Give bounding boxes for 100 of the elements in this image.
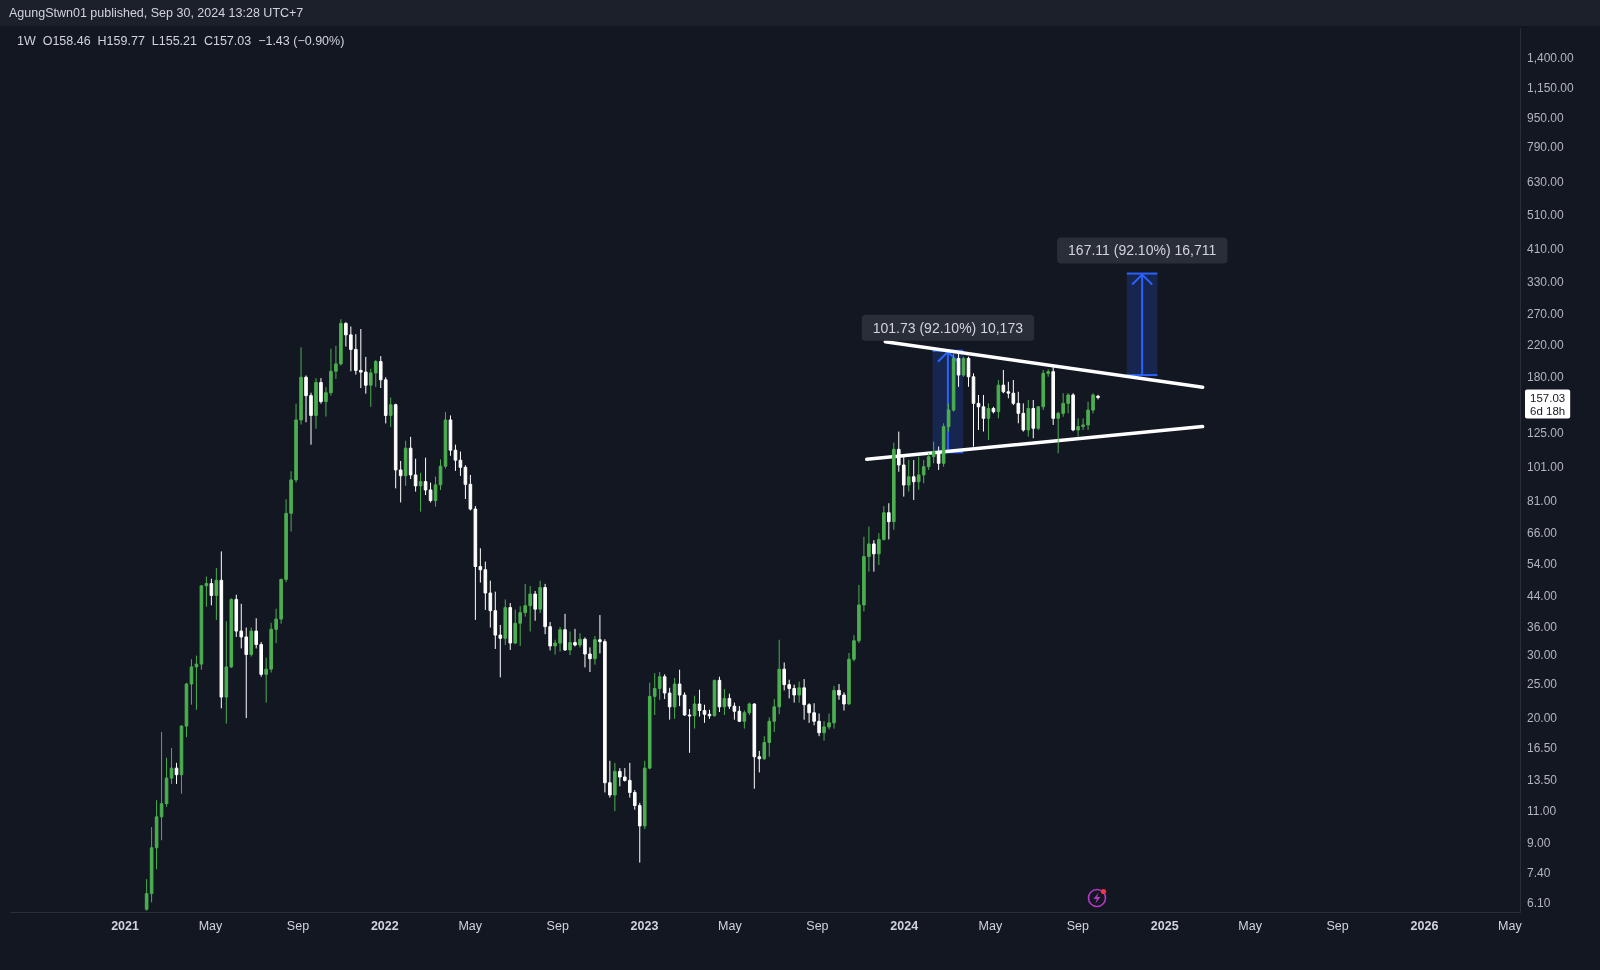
candlestick [702, 704, 707, 724]
candlestick [722, 688, 727, 716]
candlestick [319, 377, 323, 405]
candlestick [1031, 399, 1036, 439]
y-tick-label: 30.00 [1527, 648, 1558, 663]
candlestick [986, 402, 991, 441]
y-tick-label: 20.00 [1527, 711, 1558, 726]
x-tick-label: May [1238, 918, 1263, 933]
y-tick-label: 36.00 [1527, 620, 1558, 635]
candlestick [1026, 399, 1031, 438]
y-tick-label: 220.00 [1527, 338, 1565, 353]
candlestick [593, 635, 597, 666]
candlestick [219, 550, 224, 709]
y-tick-label: 16.50 [1527, 741, 1558, 756]
x-tick-label: Sep [1326, 918, 1349, 933]
y-tick-label: 7.40 [1527, 866, 1551, 881]
candlestick [966, 356, 971, 388]
candlestick [249, 627, 254, 658]
y-tick-label: 330.00 [1527, 275, 1565, 290]
candlestick [672, 677, 677, 720]
y-tick-label: 101.00 [1527, 459, 1565, 474]
candlestick [697, 689, 702, 718]
y-tick-label: 125.00 [1527, 426, 1565, 441]
y-tick-label: 9.00 [1527, 835, 1551, 850]
candlestick [179, 724, 184, 795]
candlestick [1001, 369, 1006, 394]
candlestick [418, 472, 423, 513]
y-tick-label: 180.00 [1527, 369, 1565, 384]
candlestick [513, 609, 518, 645]
candlestick [578, 632, 582, 648]
candlestick [981, 394, 986, 433]
y-tick-label: 66.00 [1527, 525, 1558, 540]
data-label: 101.73 (92.10%) 10,173 [872, 319, 1024, 336]
x-tick-label: 2025 [1150, 918, 1179, 933]
candlestick [1096, 394, 1100, 400]
candlestick [1071, 392, 1075, 432]
candlestick [797, 681, 801, 704]
x-tick-label: Sep [1066, 918, 1090, 933]
x-tick-label: 2023 [630, 918, 659, 933]
x-tick-label: May [198, 918, 224, 933]
candlestick [707, 709, 712, 720]
text: 6d 18h [1530, 404, 1566, 417]
candlestick [503, 598, 508, 646]
y-tick-label: 81.00 [1527, 493, 1558, 508]
candlestick [209, 578, 214, 606]
candlestick [174, 762, 179, 785]
y-tick-label: 410.00 [1527, 241, 1565, 256]
candlestick [613, 762, 617, 812]
candlestick [388, 397, 393, 428]
x-tick-label: May [458, 918, 483, 933]
candlestick [692, 695, 697, 730]
candlestick [887, 502, 891, 540]
candlestick [538, 580, 542, 614]
x-tick-label: Sep [806, 918, 829, 933]
candlestick [892, 442, 896, 531]
x-tick-label: Sep [546, 918, 569, 933]
x-tick-label: 2021 [111, 918, 140, 933]
y-tick-label: 44.00 [1527, 588, 1558, 603]
candlestick [976, 394, 981, 431]
candlestick [314, 377, 318, 430]
candlestick [433, 476, 438, 508]
text: 157.03 [1530, 391, 1566, 404]
candlestick [563, 613, 567, 652]
candlestick [573, 628, 577, 647]
candlestick [996, 379, 1001, 419]
chart-subtitle: AgungStwn01 published, Sep 30, 2024 13:28 UTC+7 [9, 6, 304, 21]
candlestick [453, 444, 458, 472]
candlestick [438, 458, 443, 491]
x-tick-label: Sep [286, 918, 310, 933]
candlestick [991, 406, 996, 414]
x-tick-label: 2022 [370, 918, 399, 933]
candlestick [533, 590, 537, 622]
x-tick-label: May [1498, 918, 1523, 933]
candlestick [568, 631, 572, 656]
y-tick-label: 270.00 [1527, 306, 1565, 321]
y-tick-label: 6.10 [1527, 896, 1551, 911]
x-tick-label: 2026 [1410, 918, 1439, 933]
y-tick-label: 13.50 [1527, 772, 1558, 787]
y-tick-label: 510.00 [1527, 207, 1565, 222]
candlestick [448, 414, 453, 457]
candlestick [872, 539, 876, 573]
y-tick-label: 950.00 [1527, 110, 1565, 125]
text: 1W O158.46 H159.77 L155.21 C157.03 −1.43 (−0.90%) [17, 34, 345, 49]
y-tick-label: 630.00 [1527, 174, 1565, 189]
candlestick [214, 567, 219, 621]
y-tick-label: 25.00 [1527, 676, 1558, 691]
candlestick [752, 702, 757, 790]
x-tick-label: May [978, 918, 1003, 933]
y-tick-label: 11.00 [1527, 804, 1557, 819]
data-label: 167.11 (92.10%) 16,711 [1068, 242, 1217, 259]
candlestick [911, 459, 916, 501]
y-tick-label: 790.00 [1527, 139, 1565, 154]
x-tick-label: 2024 [890, 918, 919, 933]
x-tick-label: May [718, 918, 743, 933]
candlestick [508, 602, 513, 651]
candlestick [403, 440, 408, 487]
y-tick-label: 1,150.00 [1527, 81, 1575, 96]
candlestick [189, 658, 194, 706]
y-tick-label: 1,400.00 [1527, 50, 1575, 65]
candlestick [906, 459, 911, 493]
